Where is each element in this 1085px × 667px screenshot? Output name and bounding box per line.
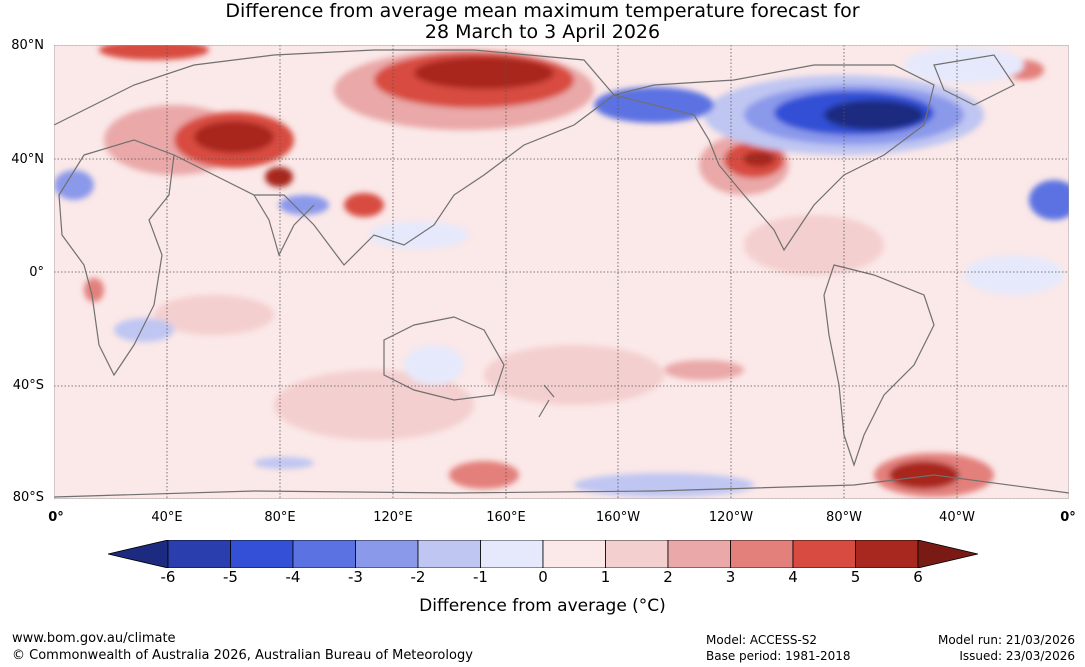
footer-model: Model: ACCESS-S2	[706, 633, 818, 647]
colorbar-tick-label: -5	[223, 568, 238, 586]
colorbar-extend-high	[917, 539, 979, 569]
colorbar-segment	[542, 539, 606, 569]
lon-label-80w: 80°W	[826, 510, 862, 525]
lat-label-80n: 80°N	[11, 38, 44, 53]
colorbar-segment	[792, 539, 856, 569]
colorbar-tick-label: -1	[473, 568, 488, 586]
colorbar-segment	[417, 539, 481, 569]
colorbar-tick-label: 0	[538, 568, 548, 586]
footer-base-period: Base period: 1981-2018	[706, 649, 851, 663]
lon-label-0-right: 0°	[1060, 510, 1076, 525]
lon-label-120e: 120°E	[373, 510, 413, 525]
colorbar-tick-label: -3	[348, 568, 363, 586]
colorbar-extend-low	[107, 539, 169, 569]
colorbar-tick-label: 6	[913, 568, 923, 586]
colorbar-segment	[667, 539, 731, 569]
colorbar-tick-label: 3	[725, 568, 736, 586]
colorbar-tick-label: -6	[160, 568, 176, 586]
map-title-line-2: 28 March to 3 April 2026	[424, 21, 661, 43]
colorbar	[107, 539, 979, 569]
lon-label-120w: 120°W	[708, 510, 754, 525]
forecast-map	[53, 40, 1079, 500]
lon-label-80e: 80°E	[264, 510, 296, 525]
colorbar-tick-label: 5	[850, 568, 861, 586]
lat-label-40n: 40°N	[11, 152, 44, 167]
colorbar-segment	[167, 539, 231, 569]
colorbar-tick-label: 1	[600, 568, 611, 586]
colorbar-tick-label: -4	[285, 568, 301, 586]
anomaly-fields	[54, 40, 1079, 497]
colorbar-segment	[230, 539, 294, 569]
coastlines	[53, 49, 1070, 498]
colorbar-svg	[107, 539, 979, 569]
colorbar-segment	[605, 539, 669, 569]
lat-label-equator: 0°	[29, 265, 44, 280]
colorbar-tick-label: 4	[788, 568, 798, 586]
footer-model-run: Model run: 21/03/2026	[937, 633, 1075, 647]
colorbar-segment	[355, 539, 419, 569]
colorbar-segment	[730, 539, 794, 569]
lon-label-40e: 40°E	[151, 510, 183, 525]
colorbar-segment	[480, 539, 544, 569]
map-title-line-1: Difference from average mean maximum tem…	[225, 0, 860, 22]
lon-label-0-left: 0°	[48, 510, 64, 525]
lat-label-40s: 40°S	[12, 378, 44, 393]
footer-url: www.bom.gov.au/climate	[12, 631, 176, 646]
lon-label-160e: 160°E	[486, 510, 526, 525]
colorbar-segment	[292, 539, 356, 569]
colorbar-tick-label: 2	[663, 568, 673, 586]
colorbar-tick-label: -2	[410, 568, 426, 586]
anomaly-map-svg	[53, 40, 1079, 500]
lon-label-160w: 160°W	[595, 510, 641, 525]
footer-issued: Issued: 23/03/2026	[959, 649, 1075, 663]
footer-copyright: © Commonwealth of Australia 2026, Austra…	[12, 648, 473, 663]
colorbar-segment	[855, 539, 919, 569]
colorbar-label: Difference from average (°C)	[419, 596, 666, 616]
lat-label-80s: 80°S	[12, 490, 44, 505]
lon-label-40w: 40°W	[939, 510, 975, 525]
